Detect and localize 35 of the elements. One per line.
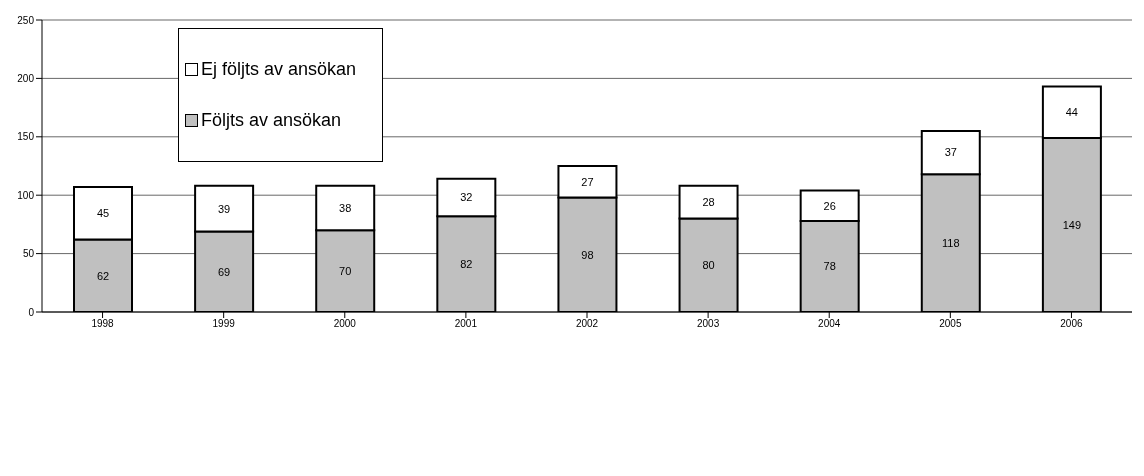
y-tick-label: 250 bbox=[17, 14, 35, 26]
data-label: 98 bbox=[581, 248, 594, 261]
data-label: 62 bbox=[96, 269, 110, 282]
x-tick-label: 2006 bbox=[1060, 318, 1083, 330]
y-tick-label: 0 bbox=[28, 306, 35, 318]
data-label: 69 bbox=[217, 265, 231, 278]
x-tick-label: 2005 bbox=[939, 318, 962, 330]
x-tick-label: 1999 bbox=[212, 318, 236, 330]
data-label: 44 bbox=[1065, 106, 1079, 119]
y-tick-label: 50 bbox=[22, 248, 35, 260]
data-label: 37 bbox=[944, 146, 957, 159]
data-label: 38 bbox=[339, 201, 352, 214]
data-label: 28 bbox=[702, 196, 715, 209]
x-tick-label: 2002 bbox=[575, 318, 599, 330]
x-tick-label: 2001 bbox=[454, 318, 478, 330]
data-label: 27 bbox=[581, 175, 594, 188]
x-tick-label: 1998 bbox=[91, 318, 115, 330]
y-tick-label: 200 bbox=[17, 72, 35, 84]
data-label: 39 bbox=[217, 202, 231, 215]
data-label: 82 bbox=[460, 258, 473, 271]
y-tick-label: 150 bbox=[17, 131, 35, 143]
y-tick-label: 100 bbox=[17, 189, 35, 201]
data-label: 70 bbox=[339, 265, 352, 278]
legend-label: Följts av ansökan bbox=[201, 110, 342, 131]
data-label: 80 bbox=[702, 259, 715, 272]
x-tick-label: 2004 bbox=[818, 318, 841, 330]
data-label: 45 bbox=[96, 207, 110, 220]
x-tick-label: 2000 bbox=[333, 318, 357, 330]
legend-label: Ej följts av ansökan bbox=[201, 59, 357, 80]
data-label: 118 bbox=[942, 236, 960, 249]
data-label: 26 bbox=[823, 199, 836, 212]
data-label: 78 bbox=[823, 260, 836, 273]
x-tick-label: 2003 bbox=[696, 318, 720, 330]
data-label: 32 bbox=[460, 191, 473, 204]
data-label: 149 bbox=[1062, 218, 1082, 231]
